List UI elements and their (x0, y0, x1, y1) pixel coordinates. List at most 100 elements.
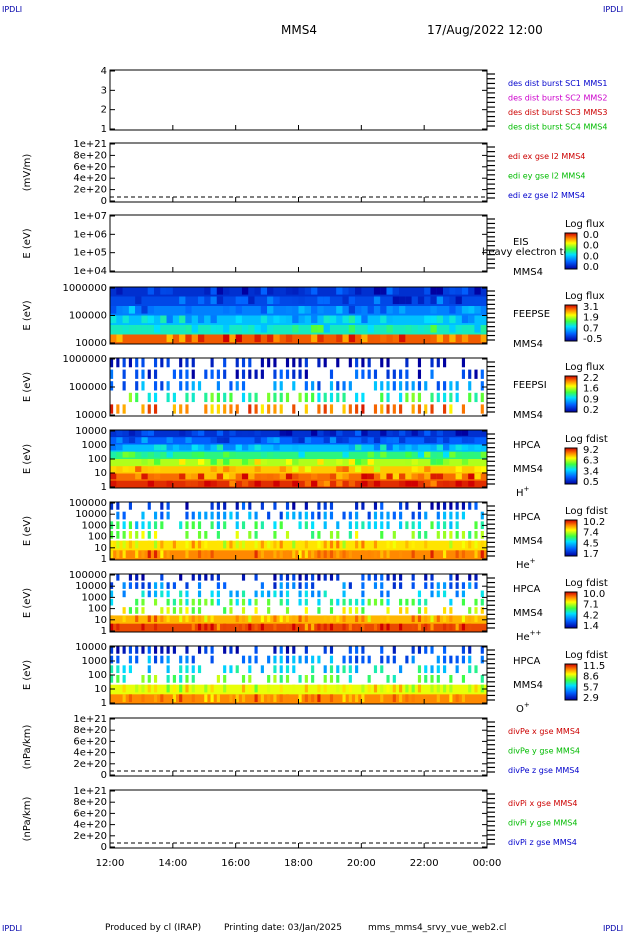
spectrogram-cell (480, 381, 484, 391)
y-tick-label: 10 (94, 615, 107, 626)
spectrogram-cell (285, 315, 293, 324)
spectrogram-cell (210, 296, 217, 305)
spectrogram-cell (386, 623, 390, 631)
spectrogram-cell (285, 392, 290, 403)
legend-entry: divPe y gse MMS4 (508, 747, 580, 756)
spectrogram-cell (380, 473, 387, 480)
spectrogram-cell (292, 381, 296, 391)
spectrogram-cell (430, 444, 437, 451)
spectrogram-cell (329, 511, 334, 520)
spectrogram-cell (411, 574, 415, 581)
spectrogram-cell (367, 655, 371, 664)
spectrogram-cell (468, 531, 472, 539)
spectrogram-cell (273, 665, 277, 674)
spectrogram-cell (298, 550, 302, 559)
spectrogram-cell (329, 615, 334, 623)
spectrogram-cell (348, 315, 356, 324)
spectrogram-cell (443, 358, 447, 368)
spectrogram-cell (304, 437, 312, 444)
spectrogram-cell (468, 607, 472, 614)
spectrogram-cell (298, 623, 302, 631)
spectrogram-cell (279, 381, 283, 391)
spectrogram-cell (241, 623, 246, 631)
spectrogram-cell (298, 582, 302, 589)
spectrogram-cell (122, 437, 129, 444)
spectrogram-cell (135, 392, 139, 403)
spectrogram-cell (361, 582, 365, 589)
colorbar-title: Log flux (565, 291, 605, 302)
spectrogram-cell (160, 444, 167, 451)
y-tick-label: 100000 (69, 311, 107, 322)
spectrogram-cell (455, 511, 459, 520)
spectrogram-cell (430, 473, 437, 480)
spectrogram-cell (254, 598, 258, 606)
spectrogram-cell (361, 646, 365, 654)
spectrogram-cell (223, 369, 227, 379)
spectrogram-cell (455, 480, 462, 487)
spectrogram-cell (260, 502, 264, 510)
spectrogram-cell (216, 694, 220, 703)
spectrogram-cell (380, 582, 384, 589)
spectrogram-cell (273, 315, 280, 324)
spectrogram-cell (480, 451, 487, 458)
spectrogram-cell (298, 675, 302, 683)
spectrogram-cell (430, 369, 434, 379)
spectrogram-cell (405, 473, 412, 480)
spectrogram-cell (279, 369, 283, 379)
spectrogram-cell (147, 306, 154, 314)
legend-entry: edi ex gse l2 MMS4 (508, 152, 585, 161)
spectrogram-cell (436, 675, 440, 683)
spectrogram-cell (443, 392, 447, 403)
spectrogram-cell (461, 306, 469, 314)
x-tick-label: 18:00 (284, 858, 313, 869)
spectrogram-cell (455, 473, 462, 480)
instrument-label: MMS4 (513, 680, 543, 691)
spectrogram-cell (241, 392, 246, 403)
spectrogram-cell (279, 615, 283, 623)
spectrogram-cell (216, 404, 220, 414)
y-axis-label: E (eV) (22, 228, 33, 258)
spectrogram-cell (191, 334, 198, 343)
spectrogram-cell (260, 451, 268, 458)
spectrogram-cell (229, 466, 236, 473)
spectrogram-cell (367, 451, 374, 458)
spectrogram-cell (348, 665, 352, 674)
spectrogram-cell (141, 646, 145, 654)
spectrogram-cell (229, 646, 233, 654)
spectrogram-cell (122, 665, 126, 674)
spectrogram-cell (267, 404, 271, 414)
spectrogram-cell (348, 480, 356, 487)
spectrogram-cell (254, 623, 258, 631)
spectrogram-cell (116, 358, 120, 368)
spectrogram-cell (260, 287, 268, 295)
spectrogram-cell (260, 473, 268, 480)
spectrogram-cell (386, 675, 390, 683)
spectrogram-cell (128, 466, 136, 473)
spectrogram-cell (122, 451, 129, 458)
spectrogram-cell (204, 615, 208, 623)
spectrogram-cell (273, 590, 277, 598)
colorbar-title: Log flux (565, 362, 605, 373)
spectrogram-cell (110, 675, 114, 683)
spectrogram-cell (361, 615, 365, 623)
spectrogram-cell (474, 296, 481, 305)
spectrogram-cell (342, 451, 349, 458)
spectrogram-cell (285, 646, 290, 654)
spectrogram-cell (267, 511, 271, 520)
spectrogram-cell (210, 392, 214, 403)
spectrogram-cell (267, 590, 271, 598)
spectrogram-cell (449, 325, 456, 333)
spectrogram-cell (436, 665, 440, 674)
spectrogram-cell (273, 451, 280, 458)
spectrogram-cell (116, 404, 120, 414)
spectrogram-cell (468, 684, 472, 693)
spectrogram-cell (405, 655, 409, 664)
spectrogram-cell (461, 590, 466, 598)
spectrogram-cell (474, 574, 478, 581)
spectrogram-cell (235, 531, 239, 539)
spectrogram-cell (210, 459, 217, 465)
spectrogram-cell (480, 334, 487, 343)
spectrogram-cell (179, 315, 186, 324)
spectrogram-cell (417, 665, 422, 674)
